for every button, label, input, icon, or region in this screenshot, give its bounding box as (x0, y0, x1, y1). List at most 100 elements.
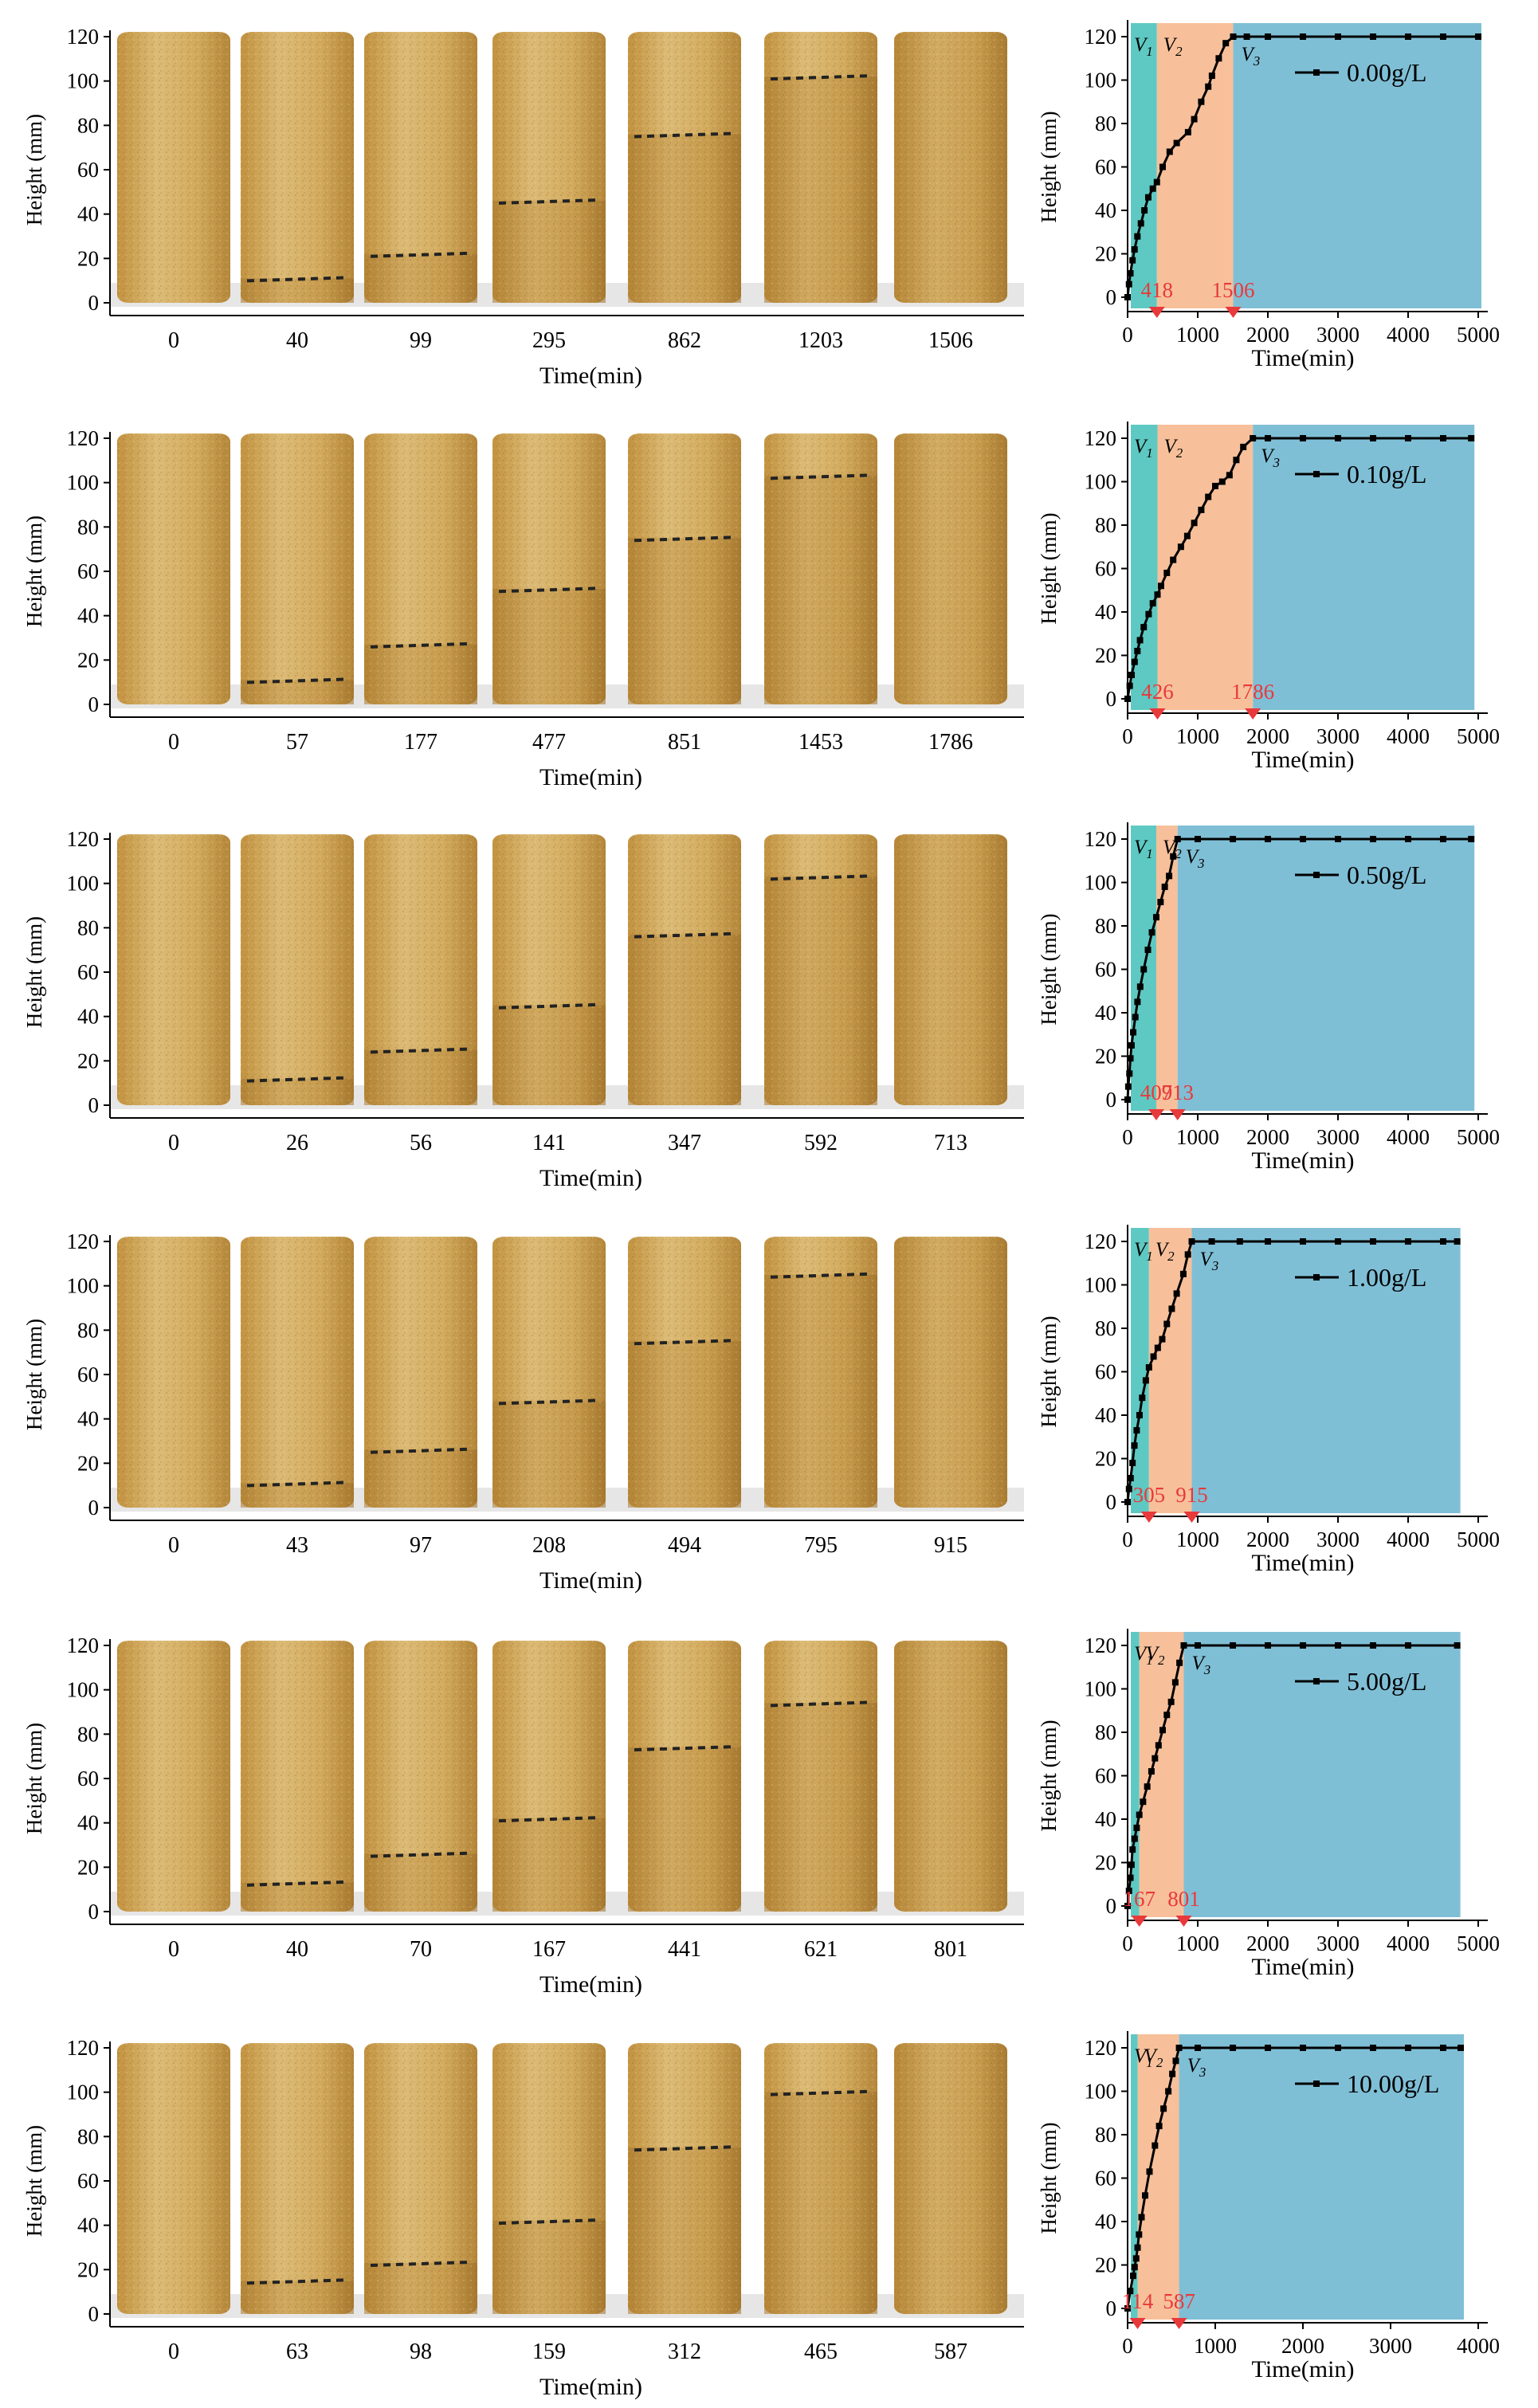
grain-texture (894, 32, 1007, 303)
photo-y-label: Height (mm) (22, 916, 46, 1028)
legend-label: 10.00g/L (1347, 2069, 1439, 2098)
seepage-front (370, 1851, 472, 1858)
chart-y-tick-label: 120 (1085, 426, 1117, 450)
legend-label: 5.00g/L (1347, 1667, 1426, 1696)
specimen-2: 43 (241, 1237, 354, 1558)
data-point (1127, 2288, 1134, 2295)
data-point (1153, 178, 1160, 186)
y-tick-label: 80 (77, 1722, 99, 1746)
chart-x-tick-label: 2000 (1246, 1125, 1289, 1149)
chart-x-label: Time(min) (1252, 1147, 1355, 1174)
data-point (1125, 1887, 1132, 1894)
y-tick-label: 20 (77, 1451, 99, 1475)
data-point (1136, 1811, 1143, 1818)
y-tick-label: 40 (77, 202, 99, 226)
time-label: 795 (804, 1533, 838, 1558)
grain-texture (894, 433, 1007, 704)
chart-y-tick-label: 20 (1095, 2253, 1116, 2277)
data-point (1265, 435, 1271, 441)
data-point (1458, 2045, 1464, 2051)
legend-marker (1313, 69, 1320, 76)
time-label: 141 (532, 1131, 566, 1155)
chart-x-tick-label: 0 (1122, 1931, 1133, 1955)
y-tick-label: 0 (88, 2302, 100, 2326)
data-point (1226, 472, 1233, 479)
seepage-front (634, 931, 736, 939)
time-label: 56 (410, 1131, 432, 1155)
specimen-1: 0 (117, 2043, 230, 2364)
grain-texture (241, 32, 354, 303)
time-label: 851 (668, 730, 701, 755)
time-label: 40 (286, 328, 308, 353)
data-point (1335, 33, 1341, 40)
time-label: 1203 (798, 328, 843, 353)
y-tick-label: 0 (88, 1093, 100, 1117)
data-point (1131, 1442, 1138, 1449)
data-point (1440, 836, 1446, 842)
stage-v3-region (1233, 23, 1481, 308)
specimen-4: 208 (492, 1237, 606, 1558)
chart-x-tick-label: 2000 (1246, 724, 1289, 748)
specimen-2: 26 (241, 834, 354, 1155)
specimen-5: 312 (628, 2043, 741, 2364)
chart-y-label: Height (mm) (1037, 111, 1061, 222)
chart-y-label: Height (mm) (1037, 1720, 1061, 1831)
stage-label-v3-sub: 3 (1211, 1258, 1219, 1273)
data-point (1175, 2045, 1183, 2051)
photo-y-label: Height (mm) (22, 516, 46, 627)
data-point (1134, 648, 1141, 655)
specimen-1: 0 (117, 834, 230, 1155)
data-point (1218, 478, 1226, 485)
data-point (1140, 966, 1148, 973)
y-tick-label: 0 (88, 1900, 100, 1924)
transition-marker (1129, 2318, 1146, 2329)
chart-y-label: Height (mm) (1037, 2122, 1061, 2233)
chart-y-tick-label: 60 (1095, 2167, 1116, 2190)
time-label: 1453 (798, 730, 843, 755)
legend-label: 0.10g/L (1347, 460, 1426, 488)
data-point (1173, 139, 1180, 147)
photo-panel: 0 63 98 159 312 465 587 0 20 40 60 80 100 120 Height (… (22, 2036, 1024, 2400)
specimen-4: 295 (492, 32, 606, 353)
data-point (1127, 1874, 1134, 1881)
chart-y-tick-label: 0 (1106, 285, 1117, 309)
transition-marker (1148, 307, 1165, 318)
seepage-front (498, 1816, 600, 1823)
specimen-3: 99 (364, 32, 477, 353)
data-point (1208, 1238, 1215, 1245)
y-tick-label: 20 (77, 246, 99, 270)
data-point (1191, 116, 1198, 123)
grain-texture (628, 32, 741, 303)
photo-x-label: Time(min) (539, 2374, 642, 2400)
photo-panel: 0 57 177 477 851 1453 1786 0 20 40 60 80 100 120 Heigh… (22, 426, 1024, 790)
stage-v3-region (1177, 826, 1475, 1111)
photo-y-label: Height (mm) (22, 1319, 46, 1430)
grain-texture (117, 1237, 230, 1508)
chart-y-tick-label: 20 (1095, 242, 1116, 266)
y-tick-label: 80 (77, 916, 99, 939)
data-point (1136, 1412, 1143, 1418)
specimen-2: 63 (241, 2043, 354, 2364)
legend-marker (1313, 1274, 1320, 1280)
specimen-3: 97 (364, 1237, 477, 1558)
seepage-front (770, 1700, 872, 1708)
data-point (1370, 33, 1376, 40)
y-tick-label: 60 (77, 1767, 99, 1790)
seepage-front (370, 1047, 472, 1054)
y-tick-label: 80 (77, 113, 99, 137)
time-label: 1506 (928, 328, 973, 353)
grain-texture (117, 433, 230, 704)
chart-y-tick-label: 120 (1085, 1229, 1117, 1253)
chart-y-tick-label: 0 (1106, 1088, 1117, 1112)
specimen-1: 0 (117, 1237, 230, 1558)
data-point (1163, 1320, 1171, 1328)
photo-x-label: Time(min) (539, 764, 642, 790)
data-point (1160, 2105, 1167, 2112)
data-point (1230, 33, 1237, 40)
data-point (1468, 836, 1475, 842)
chart-y-tick-label: 80 (1095, 2123, 1116, 2147)
data-point (1141, 207, 1148, 214)
grain-texture (117, 834, 230, 1105)
data-point (1195, 1642, 1201, 1649)
